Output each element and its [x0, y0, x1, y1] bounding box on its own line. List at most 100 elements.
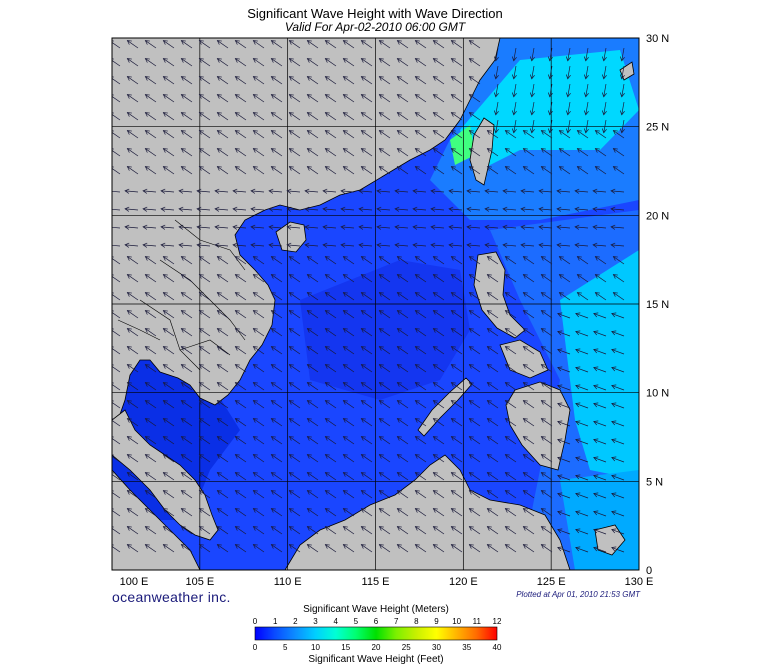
- direction-arrow: [583, 47, 589, 62]
- plotted-timestamp: Plotted at Apr 01, 2010 21:53 GMT: [516, 590, 640, 599]
- lat-tick-label: 30 N: [646, 33, 669, 45]
- direction-arrow: [126, 76, 139, 85]
- direction-arrow: [342, 436, 355, 445]
- direction-arrow: [396, 346, 409, 355]
- direction-arrow: [360, 328, 373, 337]
- direction-arrow: [558, 130, 571, 139]
- direction-arrow: [306, 526, 319, 535]
- direction-arrow: [468, 400, 481, 409]
- direction-arrow: [432, 418, 445, 427]
- direction-arrow: [575, 510, 589, 517]
- direction-arrow: [126, 508, 139, 517]
- direction-arrow: [144, 310, 157, 319]
- direction-arrow: [144, 346, 157, 355]
- direction-arrow: [486, 490, 499, 499]
- direction-arrow: [360, 292, 373, 301]
- direction-arrow: [342, 148, 355, 157]
- direction-arrow: [612, 292, 625, 301]
- direction-arrow: [522, 292, 535, 301]
- direction-arrow: [112, 226, 121, 229]
- direction-arrow: [540, 274, 553, 283]
- direction-arrow: [162, 40, 175, 49]
- direction-arrow: [540, 454, 553, 463]
- direction-arrow: [198, 544, 211, 553]
- direction-arrow: [112, 244, 121, 247]
- direction-arrow: [306, 508, 319, 517]
- direction-arrow: [304, 242, 319, 248]
- direction-arrow: [180, 148, 193, 157]
- direction-arrow: [557, 420, 571, 427]
- direction-arrow: [396, 58, 409, 67]
- direction-arrow: [504, 508, 517, 517]
- direction-arrow: [360, 544, 373, 553]
- direction-arrow: [522, 400, 535, 409]
- direction-arrow: [216, 454, 229, 463]
- direction-arrow: [324, 112, 337, 121]
- direction-arrow: [342, 310, 355, 319]
- direction-arrow: [198, 166, 211, 175]
- direction-arrow: [394, 224, 409, 230]
- direction-arrow: [126, 310, 139, 319]
- direction-arrow: [198, 490, 211, 499]
- direction-arrow: [574, 224, 589, 230]
- meters-tick-label: 8: [414, 617, 419, 626]
- direction-arrow: [198, 508, 211, 517]
- plot-frame: [111, 37, 640, 571]
- colorbar-gradient: [254, 626, 498, 641]
- direction-arrow: [216, 472, 229, 481]
- direction-arrow: [180, 310, 193, 319]
- direction-arrow: [504, 328, 517, 337]
- direction-arrow: [288, 166, 301, 175]
- direction-arrow: [324, 490, 337, 499]
- direction-arrow: [432, 76, 445, 85]
- direction-arrow: [520, 188, 535, 194]
- direction-arrow: [502, 224, 517, 230]
- direction-arrow: [144, 454, 157, 463]
- direction-arrow: [198, 436, 211, 445]
- direction-arrow: [576, 148, 589, 157]
- direction-arrow: [396, 274, 409, 283]
- direction-arrow: [360, 454, 373, 463]
- direction-arrow: [558, 166, 571, 175]
- oceanweather-logo: oceanweather inc.: [112, 589, 231, 605]
- direction-arrow: [288, 418, 301, 427]
- direction-arrow: [540, 526, 553, 535]
- direction-arrow: [270, 436, 283, 445]
- direction-arrow: [378, 148, 391, 157]
- direction-arrow: [216, 40, 229, 49]
- direction-arrow: [252, 76, 265, 85]
- direction-arrow: [198, 310, 211, 319]
- land-visayas: [499, 339, 549, 379]
- direction-arrow: [378, 508, 391, 517]
- direction-arrow: [583, 119, 589, 134]
- direction-arrow: [270, 454, 283, 463]
- direction-arrow: [593, 420, 607, 427]
- direction-arrow: [540, 544, 553, 553]
- direction-arrow: [324, 328, 337, 337]
- direction-arrow: [593, 366, 607, 373]
- land-taiwan: [469, 117, 495, 186]
- direction-arrow: [342, 130, 355, 139]
- direction-arrow: [234, 382, 247, 391]
- direction-arrow: [214, 206, 229, 212]
- direction-arrow: [414, 58, 427, 67]
- direction-arrow: [306, 418, 319, 427]
- direction-arrow: [324, 418, 337, 427]
- direction-arrow: [612, 274, 625, 283]
- direction-arrow: [432, 112, 445, 121]
- direction-arrow: [576, 166, 589, 175]
- direction-arrow: [396, 382, 409, 391]
- feet-tick-label: 10: [311, 643, 320, 652]
- direction-arrow: [593, 384, 607, 391]
- direction-arrow: [252, 364, 265, 373]
- direction-arrow: [486, 436, 499, 445]
- direction-arrow: [601, 101, 607, 116]
- direction-arrow: [252, 526, 265, 535]
- direction-arrow: [342, 490, 355, 499]
- direction-arrow: [234, 346, 247, 355]
- direction-arrow: [594, 166, 607, 175]
- direction-arrow: [511, 101, 517, 116]
- direction-arrow: [216, 418, 229, 427]
- direction-arrow: [396, 436, 409, 445]
